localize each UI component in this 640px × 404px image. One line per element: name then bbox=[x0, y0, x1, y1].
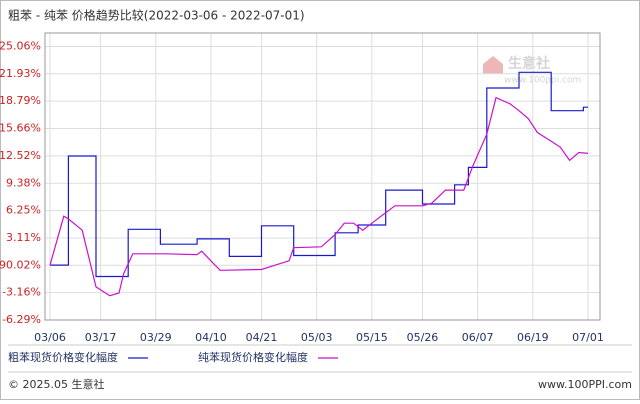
x-tick-label: 05/26 bbox=[407, 331, 439, 344]
x-tick-label: 04/21 bbox=[246, 331, 278, 344]
y-tick-label: 18.79% bbox=[0, 94, 41, 107]
series-line bbox=[50, 71, 588, 278]
y-tick-label: 15.66% bbox=[0, 121, 41, 134]
watermark: 生意社 www.100ppi.com bbox=[483, 55, 581, 86]
y-tick-label: 12.52% bbox=[0, 149, 41, 162]
x-tick-label: 03/29 bbox=[140, 331, 172, 344]
y-tick-label: 3.11% bbox=[6, 231, 41, 244]
chart-title: 粗苯 - 纯苯 价格趋势比较(2022-03-06 - 2022-07-01) bbox=[8, 8, 305, 23]
y-tick-label: 21.93% bbox=[0, 67, 41, 80]
x-tick-label: 06/07 bbox=[462, 331, 494, 344]
watermark-name: 生意社 bbox=[508, 55, 550, 72]
y-tick-label: 6.25% bbox=[6, 204, 41, 217]
x-tick-label: 03/06 bbox=[34, 331, 66, 344]
x-tick-label: 07/01 bbox=[572, 331, 604, 344]
x-tick-label: 05/15 bbox=[356, 331, 388, 344]
x-tick-label: 04/10 bbox=[195, 331, 227, 344]
y-tick-label: 9.38% bbox=[6, 176, 41, 189]
x-tick-label: 05/03 bbox=[301, 331, 333, 344]
legend-label: 粗苯现货价格变化幅度 bbox=[8, 350, 118, 364]
watermark-url: www.100ppi.com bbox=[504, 76, 581, 86]
footer-site: www.100PPI.com bbox=[538, 378, 632, 391]
x-tick-label: 03/17 bbox=[85, 331, 117, 344]
footer-copyright: © 2025.05 生意社 bbox=[8, 377, 104, 391]
legend-label: 纯苯现货价格变化幅度 bbox=[198, 350, 308, 364]
plot-border bbox=[44, 32, 601, 321]
y-tick-label: 90.02% bbox=[0, 258, 41, 271]
y-tick-label: -3.16% bbox=[2, 286, 41, 299]
y-tick-label: 25.06% bbox=[0, 39, 41, 52]
y-tick-label: -6.29% bbox=[2, 313, 41, 326]
series-line bbox=[49, 96, 589, 297]
watermark-icon bbox=[483, 56, 503, 74]
x-tick-label: 06/19 bbox=[517, 331, 549, 344]
